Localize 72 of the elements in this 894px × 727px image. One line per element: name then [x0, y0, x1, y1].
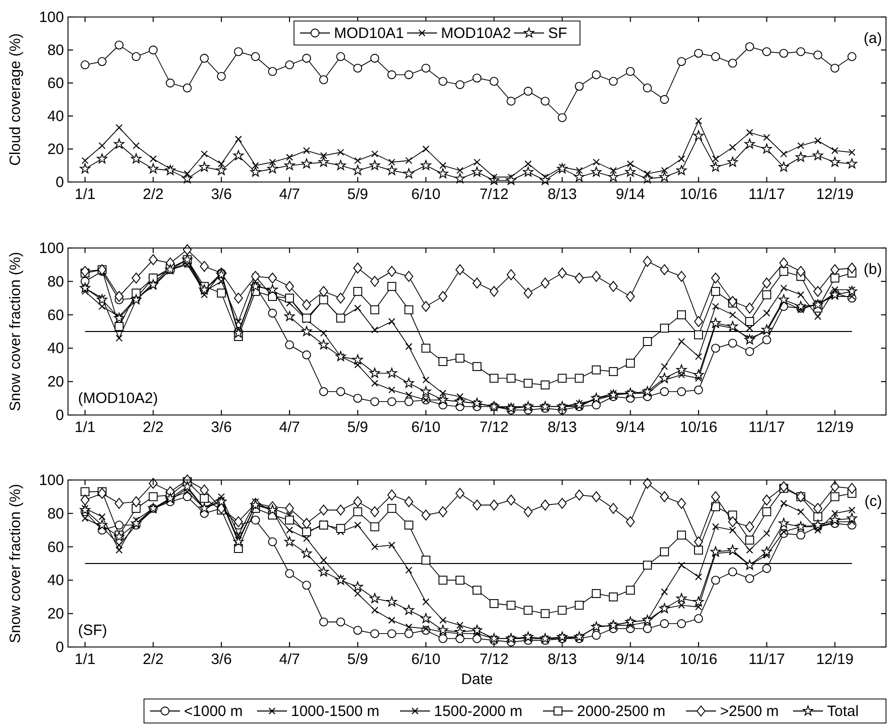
- text: (b): [864, 261, 882, 278]
- y-tick-label: 40: [47, 108, 64, 125]
- x-tick-label: 5/9: [347, 419, 368, 436]
- annotation: (MOD10A2): [78, 390, 158, 407]
- x-tick-label: 2/2: [142, 651, 164, 668]
- y-tick-label: 0: [56, 174, 64, 191]
- y-axis-title: Snow cover fraction (%): [7, 484, 24, 644]
- legend-label: 1500-2000 m: [434, 703, 522, 720]
- x-tick-label: 12/19: [816, 419, 854, 436]
- y-tick-label: 40: [47, 340, 64, 358]
- y-axis-title: Snow cover fraction (%): [7, 252, 24, 412]
- x-tick-label: 12/19: [816, 651, 854, 668]
- y-tick-label: 80: [47, 273, 64, 290]
- x-tick-label: 10/16: [680, 186, 718, 203]
- x-tick-label: 8/13: [548, 651, 577, 668]
- x-tick-label: 4/7: [279, 651, 300, 668]
- y-tick-label: 100: [38, 240, 64, 257]
- x-tick-label: 6/10: [411, 651, 440, 668]
- x-tick-label: 4/7: [279, 186, 300, 203]
- y-tick-label: 20: [47, 374, 64, 391]
- x-tick-label: 11/17: [748, 651, 785, 668]
- x-tick-label: 9/14: [616, 419, 645, 436]
- x-tick-label: 1/1: [74, 651, 96, 668]
- y-tick-label: 20: [47, 606, 64, 623]
- x-axis-title: Date: [461, 671, 493, 688]
- x-tick-label: 3/6: [210, 186, 232, 203]
- x-tick-label: 9/14: [616, 186, 645, 203]
- x-tick-label: 6/10: [411, 419, 440, 436]
- y-tick-label: 40: [47, 572, 64, 590]
- y-tick-label: 100: [38, 472, 64, 489]
- x-tick-label: 2/2: [142, 186, 164, 203]
- y-tick-label: 80: [47, 505, 64, 522]
- legend-label: SF: [548, 25, 568, 42]
- y-tick-label: 60: [47, 538, 64, 556]
- x-tick-label: 6/10: [411, 186, 440, 203]
- y-tick-label: 80: [47, 42, 64, 59]
- x-tick-label: 12/19: [816, 186, 854, 203]
- legend-label: MOD10A1: [334, 25, 404, 42]
- x-tick-label: 3/6: [210, 651, 232, 668]
- y-axis-title: Cloud coverage (%): [7, 33, 24, 166]
- x-tick-label: 10/16: [680, 419, 718, 436]
- text: (a): [864, 30, 882, 47]
- legend-label: >2500 m: [720, 703, 779, 720]
- x-tick-label: 1/1: [74, 186, 96, 203]
- y-tick-label: 0: [56, 639, 64, 656]
- x-tick-label: 2/2: [142, 419, 164, 436]
- x-tick-label: 7/12: [479, 651, 509, 668]
- x-tick-label: 3/6: [210, 419, 232, 436]
- annotation: (SF): [78, 622, 108, 639]
- text: (c): [864, 493, 882, 510]
- x-tick-label: 8/13: [548, 186, 577, 203]
- legend-label: MOD10A2: [441, 25, 512, 42]
- x-tick-label: 11/17: [748, 419, 785, 436]
- legend-label: 2000-2500 m: [577, 703, 666, 720]
- x-tick-label: 1/1: [74, 419, 96, 436]
- legend-label: 1000-1500 m: [291, 703, 380, 720]
- y-tick-label: 0: [56, 407, 64, 424]
- x-tick-label: 8/13: [548, 419, 577, 436]
- x-tick-label: 5/9: [347, 651, 368, 668]
- x-tick-label: 5/9: [347, 186, 368, 203]
- x-tick-label: 4/7: [279, 419, 300, 436]
- x-tick-label: 9/14: [616, 651, 645, 668]
- y-tick-label: 100: [38, 9, 64, 26]
- x-tick-label: 7/12: [479, 419, 509, 436]
- y-tick-label: 20: [47, 141, 64, 158]
- x-tick-label: 7/12: [479, 186, 509, 203]
- x-tick-label: 11/17: [748, 186, 785, 203]
- y-tick-label: 60: [47, 306, 64, 324]
- legend-label: Total: [827, 703, 859, 720]
- y-tick-label: 60: [47, 75, 64, 92]
- legend-label: <1000 m: [184, 703, 243, 720]
- x-tick-label: 10/16: [680, 651, 718, 668]
